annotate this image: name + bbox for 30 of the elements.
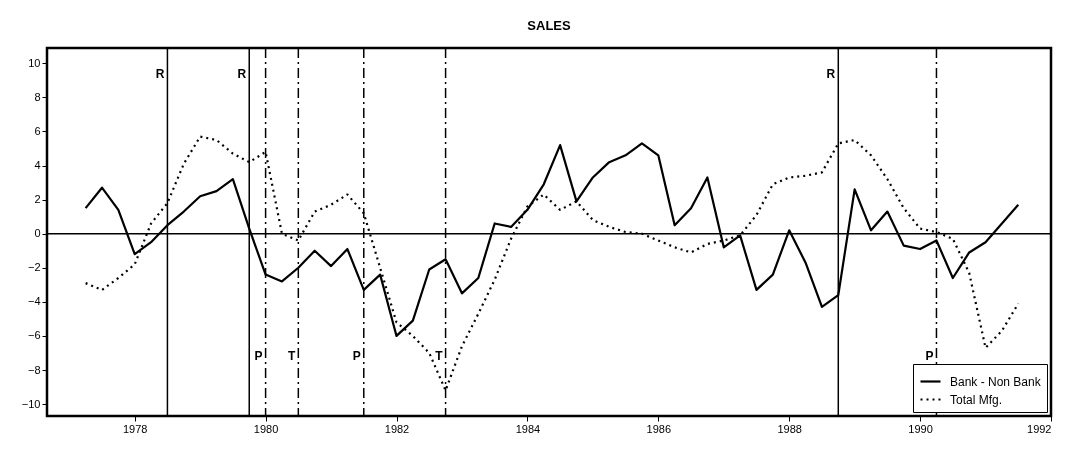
x-tick-label: 1992 [1027, 422, 1052, 435]
legend-label: Total Mfg. [950, 392, 1003, 407]
x-tick-label: 1990 [908, 422, 933, 435]
legend-label: Bank - Non Bank [950, 374, 1042, 389]
y-tick-label: 0 [34, 227, 41, 240]
y-tick-label: 6 [34, 124, 41, 137]
x-tick-label: 1980 [253, 422, 279, 435]
y-tick-label: 2 [34, 193, 41, 206]
y-tick-label: 8 [34, 90, 41, 103]
ref-line-label: R [155, 67, 165, 81]
y-tick-label: −8 [27, 363, 41, 376]
ref-line-label: R [237, 67, 247, 81]
y-tick-label: −10 [21, 397, 41, 410]
x-tick-label: 1986 [646, 422, 672, 435]
ref-line-label: T [287, 349, 296, 363]
y-tick-label: −4 [27, 295, 41, 308]
ref-line-label: P [925, 349, 934, 363]
y-tick-label: 10 [28, 56, 41, 69]
ref-line-label: T [435, 349, 444, 363]
y-tick-label: −2 [27, 261, 41, 274]
x-tick-label: 1984 [515, 422, 541, 435]
y-tick-label: −6 [27, 329, 41, 342]
ref-line-label: P [352, 349, 361, 363]
x-tick-label: 1982 [384, 422, 410, 435]
ref-line-label: P [254, 349, 263, 363]
x-tick-label: 1978 [122, 422, 148, 435]
x-tick-label: 1988 [777, 422, 802, 435]
ref-line-label: R [826, 67, 836, 81]
y-tick-label: 4 [34, 159, 41, 172]
chart-title: SALES [527, 18, 571, 34]
